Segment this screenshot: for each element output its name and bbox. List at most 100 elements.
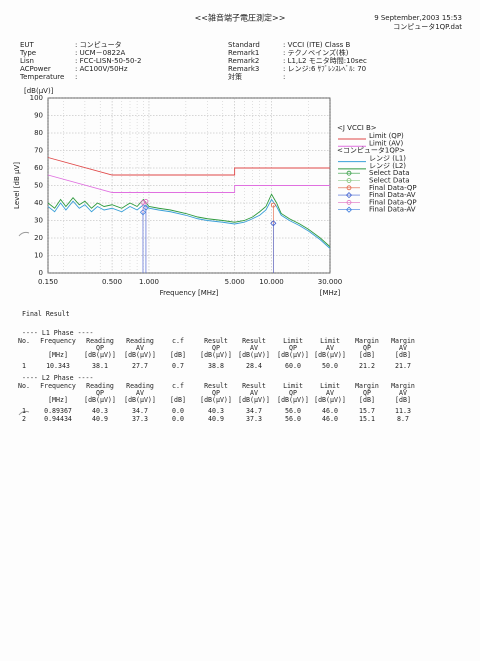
column-header: Reading	[126, 337, 154, 345]
table-cell: 37.3	[246, 415, 262, 423]
column-header: [dB(μV)]	[277, 351, 309, 359]
table-cell: 37.3	[132, 415, 148, 423]
column-header: AV	[250, 344, 258, 352]
info-label: Remark2	[228, 57, 259, 65]
column-header: Margin	[355, 337, 379, 345]
table-cell: 15.1	[359, 415, 375, 423]
info-label: EUT	[20, 41, 35, 49]
column-header: [MHz]	[48, 351, 68, 359]
column-header: Reading	[126, 382, 154, 390]
info-label: Temperature	[19, 73, 64, 81]
column-header: AV	[399, 344, 407, 352]
y-tick-label: 100	[30, 94, 43, 102]
column-header: Result	[242, 382, 266, 390]
phase-label: ---- L2 Phase ----	[22, 374, 93, 382]
x-axis-title: Frequency [MHz]	[160, 289, 219, 297]
data-point	[139, 209, 147, 216]
info-value: : コンピュータ	[75, 40, 122, 49]
column-header: AV	[136, 389, 144, 397]
column-header: QP	[289, 344, 297, 352]
y-tick-label: 0	[39, 269, 43, 277]
table-cell: 15.7	[359, 407, 375, 415]
y-tick-label: 80	[34, 129, 43, 137]
info-label: Lisn	[20, 57, 34, 65]
column-header: [dB]	[359, 396, 375, 404]
table-cell: 40.3	[208, 407, 224, 415]
legend-label: Select Data	[369, 177, 410, 185]
table-cell: 46.0	[322, 415, 338, 423]
column-header: QP	[96, 389, 104, 397]
column-header: [dB(μV)]	[238, 351, 270, 359]
legend-marker	[346, 170, 352, 176]
info-value: :	[283, 73, 285, 81]
info-value: : FCC-LISN-50-50-2	[75, 57, 141, 65]
legend-marker	[345, 192, 353, 199]
column-header: QP	[212, 344, 220, 352]
column-header: [dB]	[395, 351, 411, 359]
info-label: ACPower	[20, 65, 51, 73]
column-header: No.	[18, 337, 30, 345]
y-tick-label: 60	[34, 164, 43, 172]
table-cell: 38.1	[92, 362, 108, 370]
column-header: c.f	[172, 337, 184, 345]
y-axis-title: Level [dB μV]	[13, 162, 21, 209]
legend-label: レンジ (L2)	[369, 162, 406, 170]
table-cell: 34.7	[246, 407, 262, 415]
column-header: QP	[289, 389, 297, 397]
data-point	[140, 200, 146, 205]
table-cell: 40.9	[208, 415, 224, 423]
table-cell: 0.7	[172, 362, 184, 370]
data-point	[270, 220, 277, 227]
y-tick-label: 50	[34, 182, 43, 190]
legend-label: Final Data-QP	[369, 198, 417, 206]
table-cell: 46.0	[322, 407, 338, 415]
column-header: [dB]	[359, 351, 375, 359]
table-cell: 1	[22, 407, 26, 415]
y-tick-label: 20	[34, 234, 43, 242]
series-line	[47, 193, 331, 248]
column-header: Frequency	[40, 382, 76, 390]
legend-marker	[346, 199, 352, 205]
y-unit: [dB(μV)]	[24, 87, 54, 95]
series-line	[47, 157, 330, 176]
info-value: : AC100V/50Hz	[75, 65, 128, 73]
x-tick-label: 30.000	[318, 278, 343, 286]
result-title: Final Result	[22, 310, 70, 318]
table-cell: 40.9	[92, 415, 108, 423]
table-cell: 50.0	[322, 362, 338, 370]
column-header: Limit	[283, 337, 303, 345]
data-point	[143, 199, 149, 204]
series-line	[47, 198, 331, 249]
column-header: [dB(μV)]	[314, 396, 346, 404]
legend-label: Final Data-QP	[369, 184, 417, 192]
data-point	[270, 202, 276, 208]
hole-punch-mark	[18, 231, 30, 237]
hole-punch-mark	[18, 410, 30, 416]
table-cell: 11.3	[395, 407, 411, 415]
column-header: [dB(μV)]	[84, 351, 116, 359]
table-cell: 0.94434	[44, 415, 72, 423]
series-line	[47, 174, 330, 193]
column-header: AV	[250, 389, 258, 397]
phase-label: ---- L1 Phase ----	[22, 329, 93, 337]
info-label: Remark1	[228, 49, 259, 57]
column-header: [dB(μV)]	[84, 396, 116, 404]
table-cell: 0.0	[172, 415, 184, 423]
legend-heading: <コンピュータ1QP>	[337, 146, 405, 155]
y-tick-label: 30	[34, 217, 43, 225]
column-header: Result	[242, 337, 266, 345]
y-tick-label: 40	[34, 199, 43, 207]
column-header: [dB]	[395, 396, 411, 404]
info-label: 対策	[228, 72, 242, 81]
column-header: Margin	[391, 382, 415, 390]
column-header: AV	[136, 344, 144, 352]
table-cell: 56.0	[285, 407, 301, 415]
column-header: c.f	[172, 382, 184, 390]
column-header: Limit	[320, 337, 340, 345]
table-cell: 0.0	[172, 407, 184, 415]
data-point	[142, 204, 149, 211]
y-tick-label: 90	[34, 112, 43, 120]
info-value: :	[75, 73, 77, 81]
legend-label: Limit (AV)	[369, 139, 403, 147]
